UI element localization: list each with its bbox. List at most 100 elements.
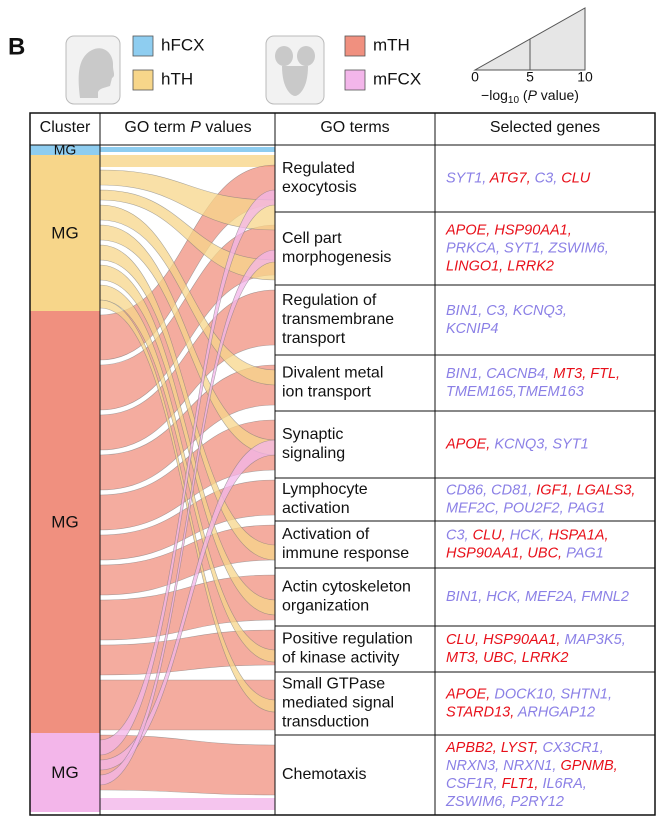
flow-bar [100, 147, 275, 152]
scale-tick-label: 0 [471, 69, 479, 85]
gene: SYT1, [504, 240, 544, 256]
go-term: exocytosis [282, 179, 357, 196]
go-term: transmembrane [282, 311, 394, 328]
legend-label: mTH [373, 35, 410, 54]
figure: B hFCXhTHmTHmFCX −log10 (P value) 0510 C… [0, 0, 661, 821]
go-term: Divalent metal [282, 365, 383, 382]
go-term: Lymphocyte [282, 481, 368, 498]
gene-line: BIN1, CACNB4, MT3, FTL, [446, 366, 620, 382]
gene-line: APOE, HSP90AA1, [445, 222, 572, 238]
gene: SYT1, [446, 170, 486, 186]
gene: FTL, [590, 366, 620, 382]
legend-label: hTH [161, 69, 193, 88]
gene: CLU [561, 170, 591, 186]
gene: C3, [535, 170, 558, 186]
go-term: ion transport [282, 384, 371, 401]
gene-line: TMEM165,TMEM163 [446, 384, 584, 400]
gene: IL6RA, [542, 776, 586, 792]
legend-swatch [133, 70, 153, 90]
gene: ZSWIM6, [547, 240, 608, 256]
cluster-label: MG [51, 763, 78, 782]
gene: CLU, [446, 632, 479, 648]
legend-swatch [345, 70, 365, 90]
gene: KCNQ3, [494, 436, 548, 452]
gene: BIN1, [446, 303, 482, 319]
legend-swatch [345, 36, 365, 56]
header-genes: Selected genes [490, 119, 600, 136]
gene: LRRK2 [507, 258, 554, 274]
gene-line: APOE, KCNQ3, SYT1 [445, 436, 589, 452]
go-term: activation [282, 500, 350, 517]
gene-line: NRXN3, NRXN1, GPNMB, [446, 758, 618, 774]
go-term: Activation of [282, 526, 370, 543]
go-term: mediated signal [282, 695, 394, 712]
go-term: transport [282, 330, 346, 347]
gene: CD86, [446, 482, 487, 498]
gene: UBC, [483, 650, 518, 666]
gene: HSPA1A, [548, 527, 608, 543]
gene: BIN1, [446, 589, 482, 605]
gene-line: MT3, UBC, LRRK2 [446, 650, 569, 666]
go-term: of kinase activity [282, 650, 399, 667]
gene: HSP90AA1, [483, 632, 560, 648]
go-term: immune response [282, 545, 409, 562]
flows [100, 147, 275, 810]
scale-tick-label: 5 [526, 69, 534, 85]
gene: MEF2A, [525, 589, 577, 605]
mouse-icon [266, 36, 324, 104]
gene: LRRK2 [522, 650, 569, 666]
gene: HSP90AA1, [446, 545, 523, 561]
gene: PAG1 [568, 500, 606, 516]
gene: CACNB4, [486, 366, 549, 382]
gene-line: BIN1, C3, KCNQ3, [446, 303, 567, 319]
gene: HSP90AA1, [494, 222, 571, 238]
go-term: Small GTPase [282, 676, 385, 693]
gene: POU2F2, [503, 500, 563, 516]
gene: PAG1 [566, 545, 604, 561]
gene: APOE, [445, 436, 490, 452]
gene-line: HSP90AA1, UBC, PAG1 [446, 545, 604, 561]
cluster-label: MG [51, 223, 78, 242]
gene: CSF1R, [446, 776, 498, 792]
gene: MT3, [553, 366, 586, 382]
go-term: Actin cytoskeleton [282, 579, 411, 596]
gene-line: LINGO1, LRRK2 [446, 258, 554, 274]
gene: ATG7, [489, 170, 531, 186]
gene-line: C3, CLU, HCK, HSPA1A, [446, 527, 609, 543]
go-term: Regulated [282, 160, 355, 177]
go-term: morphogenesis [282, 249, 391, 266]
gene: TMEM165,TMEM163 [446, 384, 584, 400]
human-icon [66, 36, 120, 104]
gene: HCK, [486, 589, 521, 605]
gene-line: APOE, DOCK10, SHTN1, [445, 686, 612, 702]
header-cluster: Cluster [40, 119, 91, 136]
gene: NRXN1, [503, 758, 556, 774]
flow-bar [100, 798, 275, 810]
gene: ZSWIM6, [445, 794, 506, 810]
go-term: Regulation of [282, 292, 377, 309]
gene: APOE, [445, 686, 490, 702]
go-term: Cell part [282, 230, 342, 247]
gene: SHTN1, [560, 686, 612, 702]
gene: CLU, [473, 527, 506, 543]
gene: SYT1 [552, 436, 588, 452]
gene-line: STARD13, ARHGAP12 [446, 704, 595, 720]
header-p-values: GO term P values [124, 119, 251, 136]
gene-line: SYT1, ATG7, C3, CLU [446, 170, 591, 186]
gene: KCNQ3, [513, 303, 567, 319]
go-term: organization [282, 598, 369, 615]
legend-label: hFCX [161, 35, 204, 54]
gene: IGF1, [536, 482, 572, 498]
gene-line: CSF1R, FLT1, IL6RA, [446, 776, 587, 792]
gene: STARD13, [446, 704, 514, 720]
gene: UBC, [527, 545, 562, 561]
gene: LGALS3, [577, 482, 636, 498]
go-term: Positive regulation [282, 631, 413, 648]
gene: BIN1, [446, 366, 482, 382]
gene: APOE, [445, 222, 490, 238]
gene: DOCK10, [494, 686, 556, 702]
header-go-terms: GO terms [320, 119, 389, 136]
go-term: signaling [282, 445, 345, 462]
panel-label: B [8, 33, 25, 60]
gene: MEF2C, [446, 500, 499, 516]
